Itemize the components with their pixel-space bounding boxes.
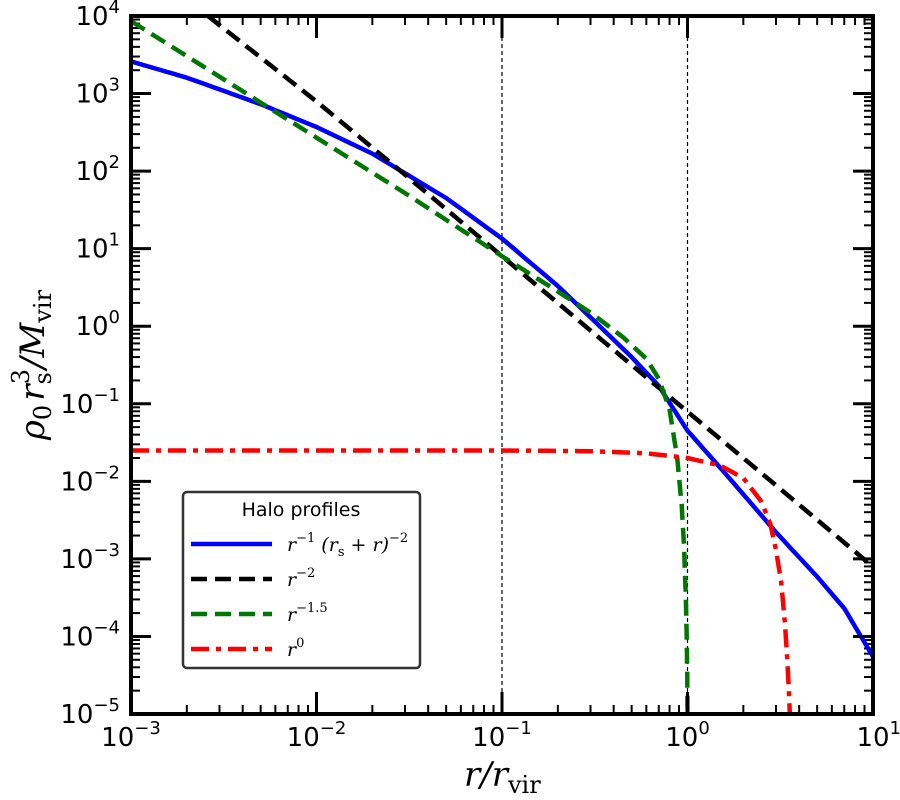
x-tick-label: 100: [665, 718, 710, 753]
series-cusp15: [131, 19, 690, 714]
legend-label-core: r0: [287, 636, 304, 661]
x-tick-label: 10−3: [101, 718, 161, 753]
legend-label-isothermal: r−2: [287, 566, 315, 591]
y-tick-label: 10−5: [60, 695, 120, 730]
x-tick-label: 10−2: [287, 718, 347, 753]
reference-lines: [501, 16, 689, 714]
legend-label-nfw: r−1 (rs + r)−2: [287, 531, 408, 560]
y-tick-label: 100: [75, 307, 120, 342]
y-tick-labels: 10−5 10−4 10−3 10−2 10−1 100 101 102 103 104: [60, 0, 120, 730]
legend-title: Halo profiles: [242, 499, 361, 521]
y-tick-label: 103: [75, 75, 120, 110]
y-tick-label: 104: [75, 0, 120, 32]
series-core: [131, 448, 793, 714]
x-axis-label: r/rvir: [464, 755, 541, 799]
series-isothermal: [206, 16, 873, 569]
legend: Halo profiles r−1 (rs + r)−2 r−2 r−1.5 r0: [181, 490, 422, 670]
y-tick-label: 10−1: [60, 385, 120, 420]
y-tick-label: 101: [75, 230, 120, 265]
x-tick-labels: 10−3 10−2 10−1 100 101: [101, 718, 900, 753]
x-tick-label: 101: [856, 718, 900, 753]
major-ticks: [129, 14, 875, 716]
x-tick-label: 10−1: [472, 718, 532, 753]
series-nfw: [131, 59, 873, 658]
y-tick-label: 10−2: [60, 462, 120, 497]
y-tick-label: 10−4: [60, 617, 120, 652]
y-tick-label: 10−3: [60, 540, 120, 575]
y-tick-label: 102: [75, 152, 120, 187]
y-axis-label: ρ0rs3/Mvir: [7, 289, 57, 441]
legend-label-cusp15: r−1.5: [287, 601, 328, 626]
series-layer: [131, 16, 873, 714]
legend-box: [181, 490, 422, 670]
